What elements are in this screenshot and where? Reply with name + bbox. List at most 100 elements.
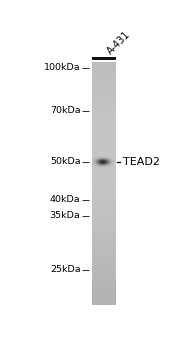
Bar (92, 238, 116, 239)
Bar (92, 244, 116, 245)
Bar (92, 272, 116, 273)
Bar (92, 206, 116, 207)
Bar (92, 199, 116, 201)
Bar (92, 148, 116, 149)
Bar (92, 90, 116, 91)
Bar (92, 247, 116, 248)
Bar (92, 152, 116, 153)
Bar (92, 232, 116, 233)
Bar (92, 92, 116, 93)
Bar (92, 225, 116, 226)
Bar (92, 68, 116, 69)
Bar (92, 216, 116, 217)
Bar (92, 94, 116, 95)
Bar (92, 202, 116, 203)
Bar (92, 201, 116, 202)
Bar (92, 161, 116, 162)
Bar (92, 76, 116, 77)
Bar (92, 168, 116, 169)
Bar (92, 160, 116, 161)
Bar (92, 181, 116, 182)
Bar (92, 195, 116, 196)
Bar (92, 109, 116, 110)
Bar (92, 182, 116, 183)
Text: 35kDa: 35kDa (50, 211, 80, 220)
Bar (92, 62, 116, 63)
Bar (92, 125, 116, 126)
Bar (92, 282, 116, 283)
Bar (92, 234, 116, 235)
Bar (92, 149, 116, 150)
Bar (92, 141, 116, 142)
Bar (92, 70, 116, 71)
Bar (92, 227, 116, 228)
Bar (92, 147, 116, 148)
Bar (92, 165, 116, 166)
Bar (92, 204, 116, 205)
Bar (92, 101, 116, 102)
Bar (92, 185, 116, 186)
Bar (92, 66, 116, 67)
Bar (92, 116, 116, 117)
Bar (92, 78, 116, 79)
Bar (92, 279, 116, 280)
Bar (92, 106, 116, 107)
Bar (92, 64, 116, 65)
Bar (92, 155, 116, 156)
Bar (92, 177, 116, 178)
Bar (92, 162, 116, 163)
Bar (92, 75, 116, 76)
Bar (92, 119, 116, 120)
Bar (92, 237, 116, 238)
Bar (92, 130, 116, 131)
Bar (92, 236, 116, 237)
Bar (92, 84, 116, 85)
Bar (92, 243, 116, 244)
Bar (92, 297, 116, 298)
Bar (92, 122, 116, 123)
Bar (92, 145, 116, 146)
Bar (92, 246, 116, 247)
Bar (92, 278, 116, 279)
Bar (92, 209, 116, 210)
Bar (92, 248, 116, 249)
Bar (92, 190, 116, 191)
Bar (92, 143, 116, 144)
Bar (92, 268, 116, 269)
Bar (92, 284, 116, 285)
Bar (92, 270, 116, 271)
Bar (92, 126, 116, 127)
Bar (92, 154, 116, 155)
Bar (92, 85, 116, 86)
Bar (92, 212, 116, 214)
Bar (92, 87, 116, 88)
Bar (92, 98, 116, 99)
Bar (92, 254, 116, 255)
Bar (92, 188, 116, 189)
Bar (92, 242, 116, 243)
Bar (92, 114, 116, 115)
Bar (92, 296, 116, 297)
Bar (92, 88, 116, 89)
Bar (92, 294, 116, 295)
Bar (92, 218, 116, 219)
Bar (92, 142, 116, 143)
Bar (92, 277, 116, 278)
Bar (92, 300, 116, 301)
Bar (92, 289, 116, 290)
Text: 100kDa: 100kDa (44, 63, 80, 72)
Bar (92, 266, 116, 267)
Bar (92, 283, 116, 284)
Bar (92, 189, 116, 190)
Bar (92, 151, 116, 152)
Bar (92, 89, 116, 90)
Bar (92, 100, 116, 101)
Bar (92, 293, 116, 294)
Bar (92, 275, 116, 276)
Bar (92, 205, 116, 206)
Bar (92, 129, 116, 130)
Text: 70kDa: 70kDa (50, 106, 80, 115)
Bar (92, 271, 116, 272)
Bar (92, 217, 116, 218)
Bar (92, 261, 116, 262)
